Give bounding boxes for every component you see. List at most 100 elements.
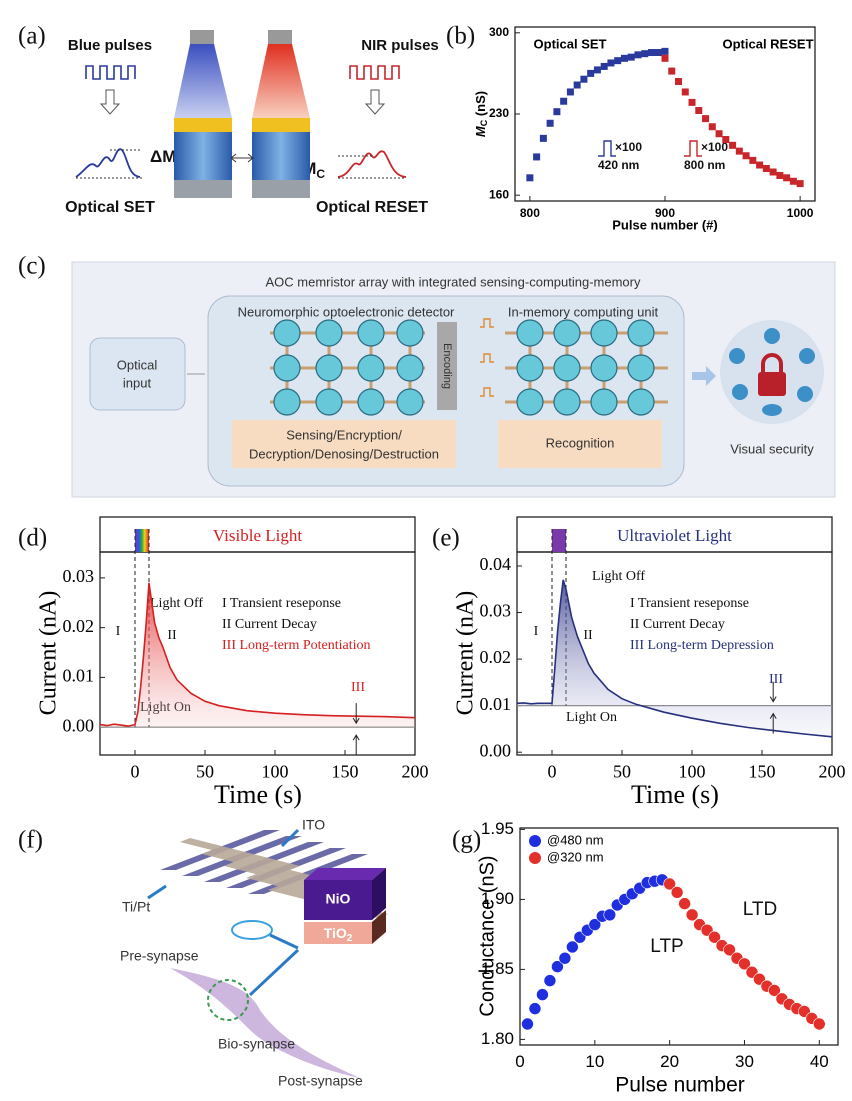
point bbox=[668, 67, 676, 75]
point bbox=[580, 75, 588, 83]
legend-marker bbox=[529, 835, 541, 847]
point bbox=[647, 49, 655, 57]
point bbox=[634, 51, 642, 59]
panel-a: Blue pulses NIR pulses ΔMC ΔMC Optical S… bbox=[65, 30, 439, 216]
point bbox=[546, 119, 554, 127]
text: TiO bbox=[324, 925, 347, 941]
cell bbox=[516, 388, 544, 416]
x-tick-label: 50 bbox=[196, 761, 214, 781]
box bbox=[498, 420, 662, 468]
point bbox=[593, 66, 601, 74]
light-strip bbox=[516, 516, 833, 553]
point bbox=[654, 49, 662, 57]
light-pulse bbox=[135, 529, 149, 552]
annotation: 800 nm bbox=[684, 158, 725, 172]
y-tick-label: 0.03 bbox=[63, 566, 95, 586]
cell bbox=[315, 319, 343, 347]
arrow bbox=[147, 884, 167, 900]
x-axis-label: Pulse number (#) bbox=[612, 217, 717, 232]
y-tick-label: 230 bbox=[489, 106, 509, 120]
panel-label: (c) bbox=[18, 253, 46, 280]
point bbox=[533, 153, 541, 161]
cell bbox=[590, 388, 618, 416]
caption: Optical SET bbox=[65, 199, 155, 216]
arrow bbox=[692, 366, 716, 386]
block bbox=[372, 868, 386, 920]
text: 2 bbox=[347, 933, 353, 944]
top-electrode bbox=[202, 850, 322, 882]
text: C bbox=[479, 119, 489, 126]
annotation: II Current Decay bbox=[630, 617, 725, 632]
annotation: III Long-term Potentiation bbox=[222, 638, 371, 653]
curve bbox=[75, 148, 141, 178]
text: Sensing/Encryption/ bbox=[286, 427, 402, 442]
arrow bbox=[769, 681, 777, 703]
text: Encoding bbox=[441, 343, 453, 389]
text: Bio-synapse bbox=[218, 1036, 295, 1052]
y-tick-label: 1.90 bbox=[481, 889, 514, 908]
double-arrow bbox=[230, 153, 254, 163]
cell bbox=[357, 388, 385, 416]
caption: Optical RESET bbox=[316, 199, 428, 216]
point bbox=[607, 59, 615, 67]
annotation: III bbox=[351, 680, 365, 695]
base bbox=[174, 180, 232, 198]
point bbox=[783, 174, 791, 182]
annotation: ×100 bbox=[615, 140, 642, 154]
cell bbox=[516, 319, 544, 347]
line bbox=[516, 579, 833, 738]
block bbox=[372, 910, 386, 944]
point bbox=[560, 97, 568, 105]
point bbox=[627, 53, 635, 61]
x-tick-label: 0 bbox=[131, 761, 140, 781]
x-tick-label: 0 bbox=[548, 761, 557, 781]
cell bbox=[315, 388, 343, 416]
area bbox=[517, 579, 832, 737]
x-tick-label: 50 bbox=[613, 761, 631, 781]
text: Ti/Pt bbox=[122, 899, 150, 915]
series-label: Optical SET bbox=[534, 36, 607, 51]
text: Visual security bbox=[730, 441, 814, 456]
icon bbox=[764, 328, 780, 344]
y-axis-label: Conductance (nS) bbox=[476, 855, 498, 1016]
line bbox=[99, 582, 416, 727]
point bbox=[768, 984, 781, 997]
y-axis-label: MC (nS) bbox=[473, 91, 489, 137]
point bbox=[685, 908, 699, 922]
pulse-icon bbox=[349, 65, 400, 80]
point bbox=[521, 1017, 534, 1031]
x-tick-label: 900 bbox=[655, 206, 675, 220]
cell bbox=[273, 388, 301, 416]
point bbox=[620, 54, 628, 62]
cell bbox=[357, 319, 385, 347]
x-tick-label: 40 bbox=[810, 1052, 829, 1071]
point bbox=[566, 88, 574, 96]
point bbox=[722, 136, 730, 144]
annotation: ×100 bbox=[701, 140, 728, 154]
cell bbox=[553, 388, 581, 416]
panel-label: (b) bbox=[446, 23, 475, 50]
lens bbox=[190, 30, 214, 44]
title: AOC memristor array with integrated sens… bbox=[266, 274, 641, 289]
arrow bbox=[280, 828, 300, 848]
x-tick-label: 30 bbox=[735, 1052, 754, 1071]
cell bbox=[553, 354, 581, 382]
text: C bbox=[316, 167, 325, 181]
y-tick-label: 0.01 bbox=[480, 694, 512, 714]
x-axis-label: Time (s) bbox=[214, 780, 302, 809]
cell bbox=[627, 388, 655, 416]
point bbox=[776, 171, 784, 179]
annotation: LTD bbox=[743, 899, 777, 920]
y-tick-label: 0.02 bbox=[63, 616, 95, 636]
cell bbox=[396, 319, 424, 347]
arrow bbox=[352, 734, 360, 756]
point bbox=[600, 62, 608, 70]
point bbox=[738, 957, 751, 971]
cell bbox=[273, 319, 301, 347]
cell bbox=[396, 354, 424, 382]
y-tick-label: 0.01 bbox=[63, 666, 95, 686]
point bbox=[641, 50, 649, 58]
y-tick-label: 0.00 bbox=[480, 740, 512, 760]
point bbox=[661, 47, 669, 55]
